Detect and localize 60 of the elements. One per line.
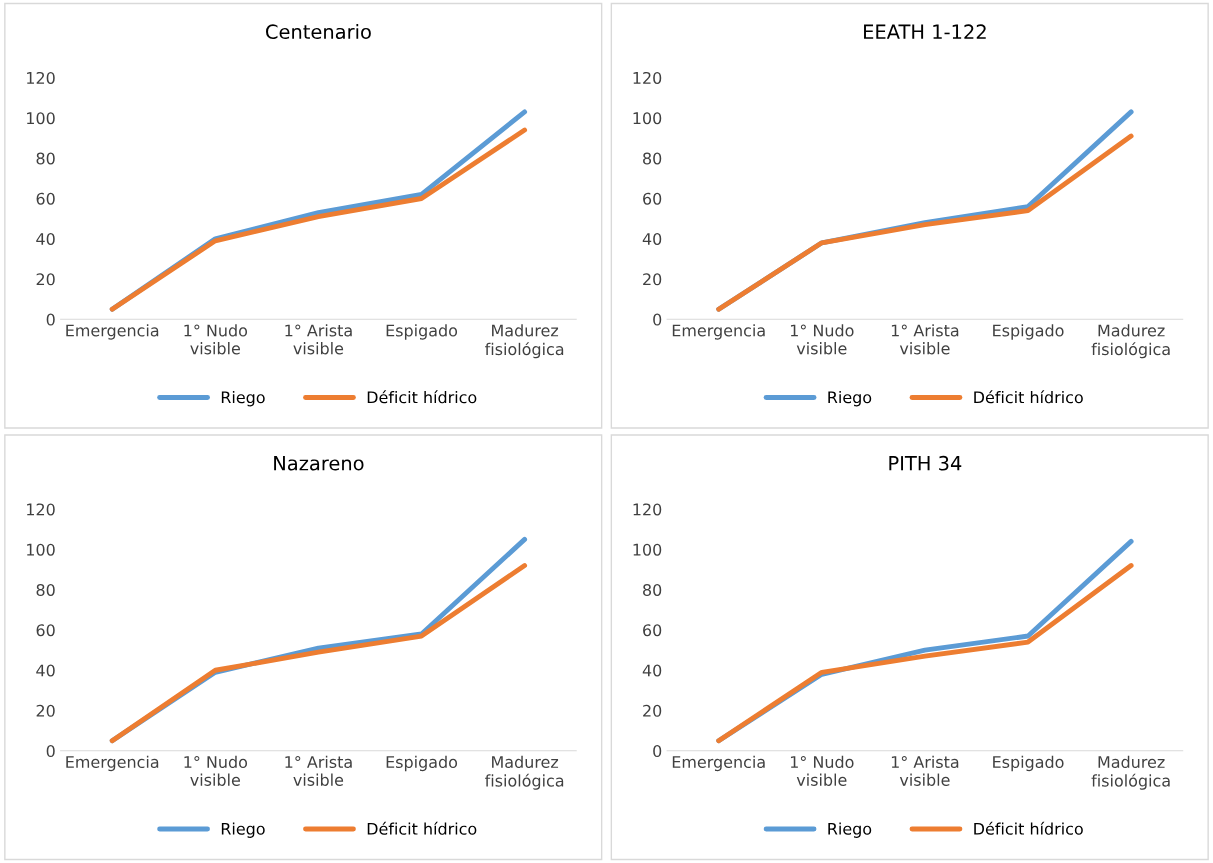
y-tick-label: 60 bbox=[36, 192, 55, 205]
legend-label: Riego bbox=[828, 822, 872, 838]
x-tick-label: 1° Nudo visible bbox=[790, 755, 854, 786]
y-tick-label: 100 bbox=[27, 112, 55, 125]
y-tick-label: 0 bbox=[46, 313, 55, 326]
chart-title: Centenario bbox=[266, 24, 371, 40]
y-tick-label: 20 bbox=[36, 704, 55, 717]
y-tick-label: 100 bbox=[633, 112, 662, 125]
y-tick-label: 60 bbox=[643, 624, 662, 637]
x-tick-label: 1° Arista visible bbox=[285, 324, 352, 355]
y-tick-label: 60 bbox=[36, 624, 55, 637]
y-tick-label: 100 bbox=[633, 543, 662, 556]
x-tick-label: Madurez fisiológica bbox=[1091, 755, 1170, 790]
x-tick-label: 1° Arista visible bbox=[891, 755, 959, 786]
y-tick-label: 0 bbox=[46, 745, 55, 758]
y-tick-label: 0 bbox=[653, 313, 662, 326]
x-tick-label: Madurez fisiológica bbox=[485, 755, 564, 790]
y-tick-label: 80 bbox=[36, 583, 55, 597]
x-tick-label: Madurez fisiológica bbox=[485, 324, 564, 359]
legend-label: Riego bbox=[221, 390, 265, 407]
x-tick-label: Espigado bbox=[386, 755, 458, 772]
y-tick-label: 120 bbox=[633, 71, 662, 84]
chart-title: EEATH 1-122 bbox=[864, 24, 986, 39]
y-tick-label: 120 bbox=[27, 71, 55, 84]
y-tick-label: 120 bbox=[27, 503, 55, 516]
y-tick-label: 40 bbox=[642, 664, 662, 677]
x-tick-label: Emergencia bbox=[672, 755, 765, 772]
y-tick-label: 40 bbox=[36, 232, 55, 246]
chart-title: Nazareno bbox=[274, 456, 364, 471]
x-tick-label: Emergencia bbox=[672, 324, 765, 340]
legend-label: Riego bbox=[828, 390, 872, 407]
x-tick-label: Espigado bbox=[993, 324, 1064, 340]
x-tick-label: 1° Nudo visible bbox=[790, 324, 854, 355]
x-tick-label: Madurez fisiológica bbox=[1091, 324, 1170, 359]
y-tick-label: 80 bbox=[36, 152, 55, 165]
y-tick-label: 80 bbox=[643, 152, 662, 165]
x-tick-label: Emergencia bbox=[66, 324, 159, 340]
x-tick-label: 1° Arista visible bbox=[285, 755, 352, 786]
y-tick-label: 20 bbox=[643, 704, 662, 717]
y-tick-label: 20 bbox=[643, 273, 662, 286]
x-tick-label: 1° Arista visible bbox=[891, 324, 959, 355]
legend-label: Déficit hídrico bbox=[974, 821, 1083, 835]
chart-title: PITH 34 bbox=[889, 455, 962, 471]
y-tick-label: 40 bbox=[36, 664, 55, 677]
x-tick-label: Espigado bbox=[386, 324, 458, 340]
legend-label: Déficit hídrico bbox=[367, 390, 477, 404]
x-tick-label: Emergencia bbox=[66, 755, 159, 772]
y-tick-label: 120 bbox=[633, 503, 662, 516]
y-tick-label: 60 bbox=[643, 192, 662, 205]
legend-label: Riego bbox=[221, 822, 265, 838]
x-tick-label: 1° Nudo visible bbox=[184, 755, 248, 786]
y-tick-label: 100 bbox=[27, 543, 55, 556]
legend-label: Déficit hídrico bbox=[367, 821, 477, 835]
y-tick-label: 40 bbox=[642, 232, 662, 246]
x-tick-label: Espigado bbox=[993, 755, 1064, 772]
y-tick-label: 0 bbox=[653, 745, 662, 758]
y-tick-label: 20 bbox=[36, 273, 55, 286]
x-tick-label: 1° Nudo visible bbox=[184, 324, 248, 355]
y-tick-label: 80 bbox=[643, 583, 662, 597]
legend-label: Déficit hídrico bbox=[974, 390, 1083, 404]
